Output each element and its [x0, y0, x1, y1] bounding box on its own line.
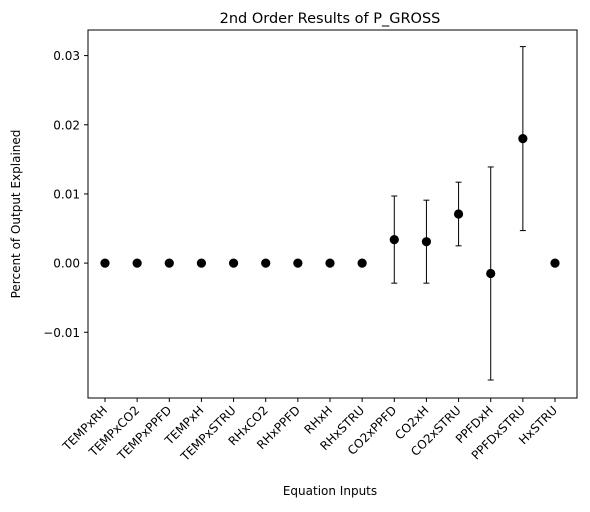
chart-title: 2nd Order Results of P_GROSS — [220, 11, 441, 27]
y-tick-label: 0.03 — [53, 49, 80, 63]
x-axis-label: Equation Inputs — [283, 484, 377, 498]
y-axis: −0.01 0.00 0.01 0.02 0.03 — [43, 49, 88, 340]
y-tick-label: −0.01 — [43, 326, 80, 340]
data-point — [357, 258, 367, 268]
points — [100, 134, 560, 279]
data-point — [293, 258, 303, 268]
x-axis: TEMPxRHTEMPxCO2TEMPxPPFDTEMPxHTEMPxSTRUR… — [59, 398, 560, 465]
y-tick-label: 0.02 — [53, 118, 80, 132]
data-point — [164, 258, 174, 268]
data-point — [100, 258, 110, 268]
y-tick-label: 0.01 — [53, 187, 80, 201]
data-point — [196, 258, 207, 268]
data-point — [228, 258, 239, 268]
data-point — [486, 268, 496, 279]
data-point — [550, 258, 560, 268]
y-axis-label: Percent of Output Explained — [9, 130, 23, 299]
data-point — [518, 134, 528, 144]
plot-frame — [87, 29, 578, 399]
data-point — [261, 258, 271, 268]
data-point — [389, 234, 399, 245]
data-point — [453, 209, 464, 219]
data-point — [421, 237, 432, 247]
data-point — [132, 258, 142, 268]
y-tick-label: 0.00 — [53, 257, 80, 271]
data-point — [325, 258, 335, 268]
